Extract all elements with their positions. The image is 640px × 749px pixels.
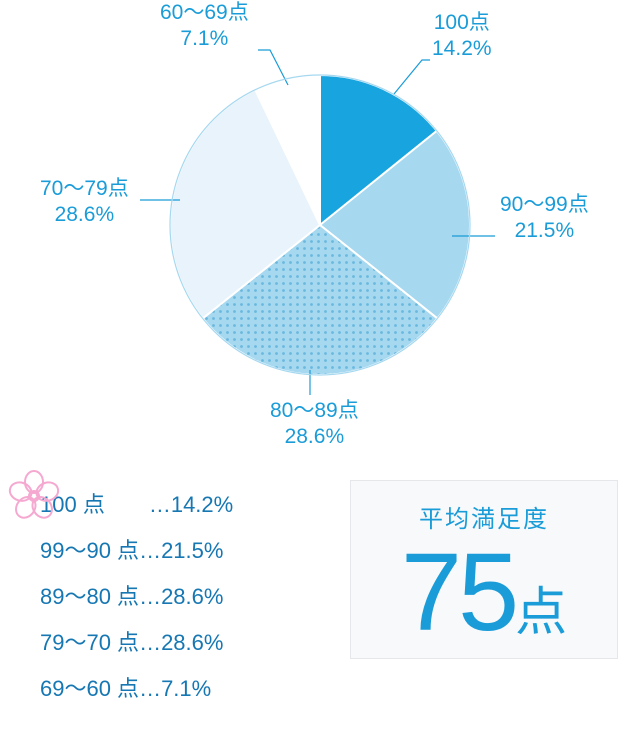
legend-dots: … xyxy=(139,538,161,563)
legend-pct: 28.6% xyxy=(161,630,223,655)
legend-row: 89〜80 点…28.6% xyxy=(40,576,340,618)
average-unit: 点 xyxy=(515,584,567,642)
average-title: 平均満足度 xyxy=(367,499,601,534)
legend-dots: … xyxy=(139,676,161,701)
slice-range-text: 100点 xyxy=(432,10,492,36)
legend-row: 99〜90 点…21.5% xyxy=(40,530,340,572)
slice-pct-text: 14.2% xyxy=(432,36,492,62)
average-value: 75点 xyxy=(367,538,601,648)
legend-row: 79〜70 点…28.6% xyxy=(40,622,340,664)
slice-range-text: 60〜69点 xyxy=(160,0,249,26)
slice-label: 70〜79点28.6% xyxy=(40,176,129,229)
slice-pct-text: 28.6% xyxy=(270,424,359,450)
legend-dots: … xyxy=(139,584,161,609)
legend-range: 79〜70 点 xyxy=(40,630,139,655)
legend-pct: 7.1% xyxy=(161,676,211,701)
slice-range-text: 70〜79点 xyxy=(40,176,129,202)
legend-pct: 21.5% xyxy=(161,538,223,563)
average-box: 平均満足度 75点 xyxy=(350,480,618,659)
legend-dots: … xyxy=(139,630,161,655)
slice-label: 80〜89点28.6% xyxy=(270,398,359,451)
legend-row: 100 点 …14.2% xyxy=(40,484,340,526)
legend-dots: … xyxy=(149,492,171,517)
legend-range: 100 点 xyxy=(40,492,149,517)
slice-pct-text: 7.1% xyxy=(160,26,249,52)
legend-pct: 28.6% xyxy=(161,584,223,609)
slice-pct-text: 21.5% xyxy=(500,218,589,244)
pie-chart: 100点14.2%90〜99点21.5%80〜89点28.6%70〜79点28.… xyxy=(0,0,640,470)
slice-label: 60〜69点7.1% xyxy=(160,0,249,53)
slice-label: 100点14.2% xyxy=(432,10,492,63)
slice-label: 90〜99点21.5% xyxy=(500,192,589,245)
leader-line xyxy=(394,60,430,94)
bottom-section: 100 点 …14.2%99〜90 点…21.5%89〜80 点…28.6%79… xyxy=(0,470,640,714)
slice-pct-text: 28.6% xyxy=(40,202,129,228)
legend-range: 89〜80 点 xyxy=(40,584,139,609)
legend-list: 100 点 …14.2%99〜90 点…21.5%89〜80 点…28.6%79… xyxy=(40,480,340,714)
legend-row: 69〜60 点…7.1% xyxy=(40,668,340,710)
slice-range-text: 80〜89点 xyxy=(270,398,359,424)
legend-range: 99〜90 点 xyxy=(40,538,139,563)
average-number: 75 xyxy=(401,531,515,654)
legend-range: 69〜60 点 xyxy=(40,676,139,701)
legend-pct: 14.2% xyxy=(171,492,233,517)
slice-range-text: 90〜99点 xyxy=(500,192,589,218)
